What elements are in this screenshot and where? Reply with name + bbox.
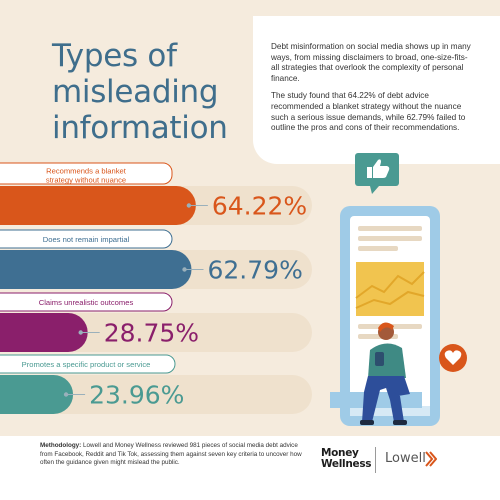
bar-connector-dot (182, 267, 187, 272)
heart-icon (439, 344, 467, 372)
bar-chart: 64.22% Recommends a blanket strategy witho… (0, 162, 312, 414)
footer (0, 436, 500, 500)
bar-0 (0, 186, 196, 225)
intro-panel (253, 16, 500, 164)
lowell-logo: Lowell (385, 451, 426, 466)
bar-connector-dot (186, 203, 192, 208)
category-label-pill (0, 229, 173, 249)
lowell-chevron-icon (425, 451, 437, 467)
category-label: Promotes a specific product or service (22, 360, 151, 369)
intro-paragraph-1: Debt misinformation on social media show… (271, 42, 471, 83)
category-label-pill (0, 292, 173, 312)
page-title: Types of misleading information (52, 38, 228, 146)
bar-3 (0, 375, 74, 414)
bar-value-label: 62.79% (208, 256, 303, 285)
intro-text: Debt misinformation on social media show… (271, 42, 471, 141)
bar-value-label: 28.75% (104, 319, 199, 348)
thumbs-up-icon (355, 153, 399, 194)
category-label-pill (0, 354, 176, 374)
bar-value-label: 64.22% (212, 192, 307, 221)
person-illustration (330, 322, 422, 425)
bar-2 (0, 313, 88, 352)
bar-connector-dot (78, 330, 83, 335)
methodology-text: Methodology: Lowell and Money Wellness r… (40, 442, 310, 468)
category-label: Claims unrealistic outcomes (39, 298, 134, 307)
bar-connector-dot (63, 392, 69, 397)
category-label-pill (0, 162, 173, 185)
category-label: Recommends a blanket strategy without nua… (46, 167, 127, 185)
phone-illustration (330, 153, 467, 426)
intro-paragraph-2: The study found that 64.22% of debt advi… (271, 91, 466, 133)
methodology-body: Lowell and Money Wellness reviewed 981 p… (40, 442, 302, 467)
logo-divider (375, 447, 376, 473)
bar-value-label: 23.96% (89, 381, 184, 410)
methodology-label: Methodology: (40, 442, 82, 449)
phone (340, 206, 440, 426)
money-wellness-logo: Money Wellness (321, 447, 372, 470)
category-label: Does not remain impartial (43, 235, 130, 244)
bar-track (0, 375, 312, 414)
bar-1 (0, 250, 192, 289)
